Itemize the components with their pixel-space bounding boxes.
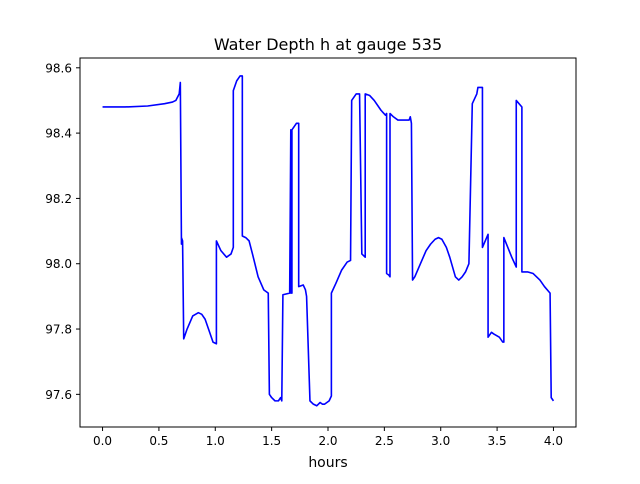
- plot-frame: [79, 57, 577, 428]
- y-axis: 97.6 97.8 98.0 98.2 98.4 98.6: [45, 61, 80, 402]
- x-tick-label: 1.0: [206, 434, 225, 448]
- x-tick-label: 0.5: [149, 434, 168, 448]
- y-tick-label: 98.0: [45, 257, 72, 271]
- x-axis: 0.0 0.5 1.0 1.5 2.0 2.5 3.0 3.5 4.0: [93, 427, 563, 448]
- x-tick-label: 1.5: [262, 434, 281, 448]
- y-tick-label: 98.4: [45, 127, 72, 141]
- y-tick-label: 98.6: [45, 61, 72, 75]
- y-tick-label: 98.2: [45, 192, 72, 206]
- x-tick-label: 2.5: [375, 434, 394, 448]
- x-tick-label: 0.0: [93, 434, 112, 448]
- x-tick-label: 3.0: [431, 434, 450, 448]
- series-layer: [102, 75, 555, 407]
- x-tick-label: 4.0: [544, 434, 563, 448]
- chart-title: Water Depth h at gauge 535: [214, 35, 442, 54]
- y-tick-label: 97.6: [45, 388, 72, 402]
- series-line: [102, 75, 555, 407]
- x-tick-label: 3.5: [488, 434, 507, 448]
- x-tick-label: 2.0: [318, 434, 337, 448]
- x-axis-label: hours: [308, 455, 347, 471]
- y-tick-label: 97.8: [45, 323, 72, 337]
